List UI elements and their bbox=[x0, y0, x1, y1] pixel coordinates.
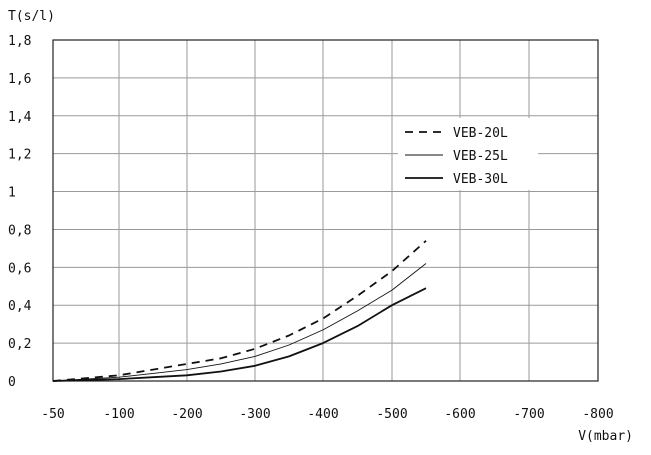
x-tick-label: -400 bbox=[307, 407, 338, 422]
x-tick-label: -700 bbox=[513, 407, 544, 422]
legend: VEB-20L VEB-25L VEB-30L bbox=[398, 118, 538, 190]
y-tick-label: 0 bbox=[8, 375, 16, 390]
y-tick-label: 1,2 bbox=[8, 148, 31, 163]
x-tick-label: -200 bbox=[171, 407, 202, 422]
x-axis-label: V(mbar) bbox=[578, 429, 633, 444]
y-tick-label: 0,2 bbox=[8, 337, 31, 352]
x-tick-label: -300 bbox=[239, 407, 270, 422]
series-layer bbox=[52, 240, 427, 382]
y-tick-label: 0,8 bbox=[8, 223, 31, 238]
y-tick-label: 0,4 bbox=[8, 299, 32, 314]
y-tick-label: 1 bbox=[8, 186, 16, 201]
series-line-VEB-20L bbox=[52, 240, 427, 382]
tick-labels: -50 -100 -200 -300 -400 -500 -600 -700 -800 0 0,2 0… bbox=[8, 34, 614, 422]
grid-layer bbox=[52, 39, 599, 382]
x-tick-label: -800 bbox=[582, 407, 613, 422]
series-line-VEB-30L bbox=[52, 287, 427, 382]
x-tick-label: -500 bbox=[376, 407, 407, 422]
series-line-VEB-25L bbox=[52, 263, 427, 382]
y-tick-label: 1,4 bbox=[8, 110, 32, 125]
y-tick-label: 1,6 bbox=[8, 72, 31, 87]
x-tick-label: -50 bbox=[41, 407, 64, 422]
plot-frame bbox=[52, 39, 599, 382]
legend-label: VEB-25L bbox=[453, 149, 508, 164]
x-tick-label: -100 bbox=[103, 407, 134, 422]
x-tick-label: -600 bbox=[444, 407, 475, 422]
y-axis-label: T(s/l) bbox=[8, 9, 55, 24]
y-tick-label: 1,8 bbox=[8, 34, 31, 49]
legend-label: VEB-30L bbox=[453, 172, 508, 187]
legend-label: VEB-20L bbox=[453, 126, 508, 141]
y-tick-label: 0,6 bbox=[8, 261, 31, 276]
